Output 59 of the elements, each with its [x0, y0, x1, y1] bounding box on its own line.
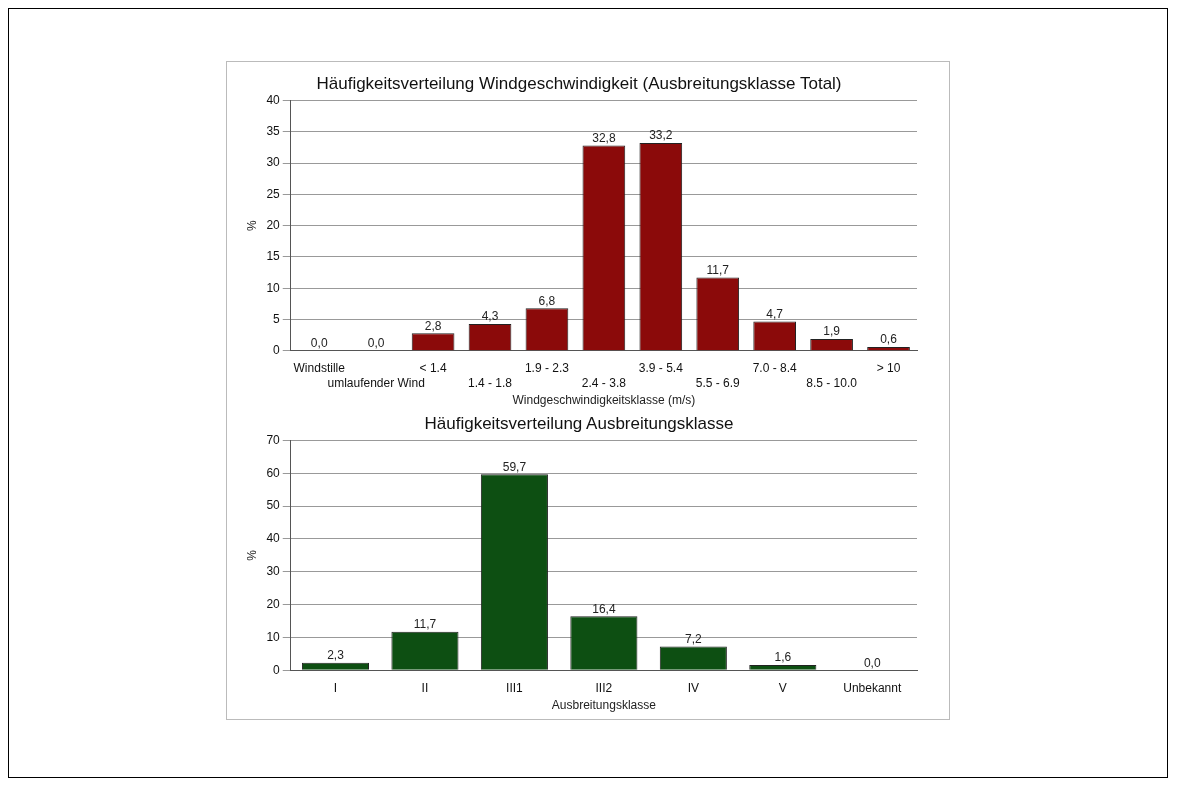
- data-label: 4,3: [481, 309, 499, 324]
- x-axis-title: Windgeschwindigkeitsklasse (m/s): [512, 393, 696, 408]
- data-label: 33,2: [649, 128, 673, 143]
- data-label: 2,8: [424, 318, 442, 333]
- y-tick-label: 30: [266, 155, 281, 170]
- data-label: 1,9: [823, 324, 841, 339]
- y-tick-label: 10: [266, 629, 281, 644]
- data-label: 7,2: [684, 631, 702, 646]
- y-tick-label: 15: [266, 249, 281, 264]
- data-label: 11,7: [413, 617, 437, 632]
- y-tick-label: 30: [266, 564, 281, 579]
- data-label: 0,0: [367, 336, 385, 351]
- data-label: 16,4: [592, 601, 616, 616]
- y-tick-label: 70: [266, 432, 281, 447]
- x-tick-label: I: [333, 680, 338, 695]
- data-label: 32,8: [592, 130, 616, 145]
- x-tick-label: > 10: [876, 361, 901, 376]
- data-label: 6,8: [538, 293, 556, 308]
- x-tick-label: III1: [506, 680, 524, 695]
- data-label: 0,6: [880, 332, 898, 347]
- x-tick-label: III2: [595, 680, 613, 695]
- y-tick-label: 40: [266, 531, 281, 546]
- y-tick-label: 60: [266, 465, 281, 480]
- x-tick-label: II: [421, 680, 429, 695]
- data-label: 4,7: [766, 306, 784, 321]
- data-label: 2,3: [327, 647, 345, 662]
- y-axis-title: %: [244, 549, 259, 561]
- y-axis-title: %: [244, 219, 259, 231]
- x-tick-label: 5.5 - 6.9: [695, 375, 741, 390]
- y-tick-label: 35: [266, 124, 281, 139]
- x-tick-label: 7.0 - 8.4: [752, 361, 798, 376]
- data-label: 0,0: [863, 655, 881, 670]
- x-tick-label: 1.9 - 2.3: [524, 361, 570, 376]
- y-tick-label: 25: [266, 186, 281, 201]
- x-tick-label: Windstille: [293, 361, 346, 376]
- y-tick-label: 50: [266, 498, 281, 513]
- x-tick-label: 8.5 - 10.0: [806, 375, 858, 390]
- x-tick-label: umlaufender Wind: [327, 375, 425, 390]
- data-label: 1,6: [774, 650, 792, 665]
- x-tick-label: Unbekannt: [843, 680, 902, 695]
- y-tick-label: 20: [266, 596, 281, 611]
- x-tick-label: 1.4 - 1.8: [467, 375, 513, 390]
- y-tick-label: 0: [273, 343, 281, 358]
- y-tick-label: 40: [266, 92, 281, 107]
- y-tick-label: 20: [266, 217, 281, 232]
- x-tick-label: V: [778, 680, 787, 695]
- y-tick-label: 5: [273, 311, 281, 326]
- data-label: 0,0: [310, 336, 328, 351]
- x-tick-label: 2.4 - 3.8: [581, 375, 627, 390]
- chart-title: Häufigkeitsverteilung Ausbreitungsklasse: [424, 413, 734, 433]
- data-label: 11,7: [706, 262, 730, 277]
- chart-title: Häufigkeitsverteilung Windgeschwindigkeit (Ausbreitungsklasse Total): [316, 73, 842, 93]
- x-tick-label: 3.9 - 5.4: [638, 361, 684, 376]
- x-tick-label: IV: [687, 680, 700, 695]
- x-axis-title: Ausbreitungsklasse: [551, 698, 657, 713]
- data-label: 59,7: [502, 459, 527, 474]
- y-tick-label: 0: [273, 662, 281, 677]
- x-tick-label: < 1.4: [419, 361, 447, 376]
- y-tick-label: 10: [266, 280, 281, 295]
